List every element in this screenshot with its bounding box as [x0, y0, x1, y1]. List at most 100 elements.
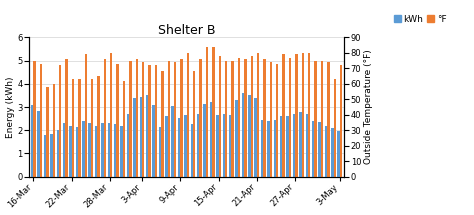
Bar: [203, 104, 206, 177]
Bar: [331, 128, 334, 177]
Bar: [148, 65, 151, 177]
Bar: [133, 98, 136, 177]
Bar: [280, 116, 283, 177]
Bar: [76, 127, 78, 177]
Bar: [142, 62, 145, 177]
Bar: [263, 59, 266, 177]
Bar: [63, 123, 65, 177]
Bar: [283, 54, 285, 177]
Bar: [193, 72, 195, 177]
Bar: [295, 54, 298, 177]
Bar: [216, 115, 219, 177]
Bar: [321, 61, 323, 177]
Bar: [312, 121, 314, 177]
Bar: [40, 64, 42, 177]
Bar: [212, 47, 215, 177]
Bar: [286, 116, 289, 177]
Bar: [59, 65, 62, 177]
Bar: [84, 54, 87, 177]
Bar: [152, 105, 155, 177]
Bar: [91, 79, 93, 177]
Bar: [155, 65, 157, 177]
Bar: [231, 61, 234, 177]
Bar: [72, 79, 74, 177]
Bar: [159, 127, 161, 177]
Bar: [165, 116, 167, 177]
Bar: [123, 81, 125, 177]
Bar: [167, 61, 170, 177]
Bar: [161, 72, 164, 177]
Legend: kWh, °F: kWh, °F: [390, 11, 450, 28]
Bar: [242, 93, 244, 177]
Bar: [276, 64, 279, 177]
Bar: [178, 118, 180, 177]
Bar: [146, 95, 148, 177]
Bar: [210, 102, 212, 177]
Bar: [238, 58, 240, 177]
Bar: [110, 53, 112, 177]
Bar: [219, 56, 221, 177]
Bar: [89, 123, 91, 177]
Bar: [187, 53, 189, 177]
Bar: [97, 76, 100, 177]
Bar: [69, 126, 72, 177]
Bar: [319, 122, 321, 177]
Bar: [248, 95, 251, 177]
Bar: [180, 59, 182, 177]
Bar: [114, 124, 117, 177]
Bar: [136, 59, 138, 177]
Bar: [197, 114, 200, 177]
Bar: [273, 120, 276, 177]
Bar: [46, 87, 49, 177]
Bar: [299, 112, 301, 177]
Bar: [206, 47, 208, 177]
Bar: [65, 59, 68, 177]
Bar: [337, 131, 340, 177]
Bar: [223, 114, 225, 177]
Bar: [306, 114, 308, 177]
Bar: [314, 61, 317, 177]
Y-axis label: Energy (kWh): Energy (kWh): [6, 76, 15, 138]
Bar: [334, 79, 336, 177]
Bar: [251, 56, 253, 177]
Bar: [127, 114, 129, 177]
Bar: [327, 62, 329, 177]
Bar: [325, 126, 327, 177]
Bar: [95, 126, 97, 177]
Bar: [301, 53, 304, 177]
Bar: [139, 97, 142, 177]
Bar: [270, 62, 272, 177]
Bar: [129, 61, 132, 177]
Bar: [308, 53, 310, 177]
Bar: [255, 98, 257, 177]
Bar: [191, 124, 193, 177]
Bar: [340, 65, 342, 177]
Bar: [235, 100, 238, 177]
Bar: [257, 53, 259, 177]
Bar: [229, 115, 231, 177]
Bar: [108, 123, 110, 177]
Bar: [174, 62, 176, 177]
Bar: [53, 84, 55, 177]
Bar: [101, 123, 104, 177]
Bar: [31, 105, 34, 177]
Bar: [172, 106, 174, 177]
Bar: [293, 114, 295, 177]
Title: Shelter B: Shelter B: [158, 25, 215, 37]
Bar: [37, 111, 40, 177]
Bar: [44, 135, 46, 177]
Bar: [78, 79, 81, 177]
Bar: [50, 134, 53, 177]
Bar: [289, 58, 291, 177]
Bar: [34, 61, 36, 177]
Bar: [225, 61, 228, 177]
Bar: [56, 130, 59, 177]
Bar: [267, 121, 270, 177]
Bar: [261, 120, 263, 177]
Bar: [200, 59, 202, 177]
Y-axis label: Outside Temperature (°F): Outside Temperature (°F): [364, 50, 373, 164]
Bar: [82, 121, 84, 177]
Bar: [120, 126, 123, 177]
Bar: [104, 59, 106, 177]
Bar: [184, 115, 187, 177]
